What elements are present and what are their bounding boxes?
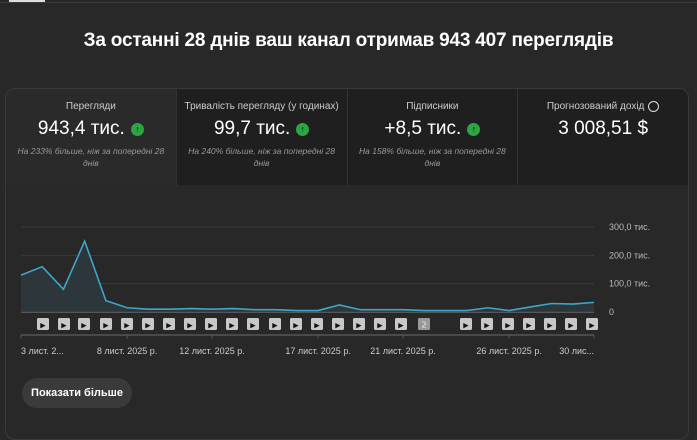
x-tick-label: 26 лист. 2025 р. [476,346,541,356]
play-icon: ▶ [526,322,532,330]
play-icon: ▶ [589,322,595,330]
x-tick-label: 3 лист. 2... [21,346,64,356]
play-icon: ▶ [398,322,404,330]
play-icon: ▶ [335,322,341,330]
play-icon: ▶ [568,322,574,330]
video-marker-count: 2 [421,321,426,330]
y-tick-label: 200,0 тис. [609,250,650,260]
y-tick-label: 0 [609,307,614,317]
play-icon: ▶ [81,322,87,330]
x-tick-label: 30 лис... [559,346,594,356]
play-icon: ▶ [272,322,278,330]
y-tick-label: 300,0 тис. [609,222,650,232]
play-icon: ▶ [356,322,362,330]
series-line [21,241,594,310]
play-icon: ▶ [166,322,172,330]
play-icon: ▶ [124,322,130,330]
play-icon: ▶ [61,322,67,330]
x-tick-label: 17 лист. 2025 р. [285,346,350,356]
x-tick-label: 12 лист. 2025 р. [179,346,244,356]
play-icon: ▶ [208,322,214,330]
show-more-button[interactable]: Показати більше [22,378,132,408]
play-icon: ▶ [505,322,511,330]
play-icon: ▶ [484,322,490,330]
play-icon: ▶ [40,322,46,330]
x-tick-label: 8 лист. 2025 р. [97,346,157,356]
play-icon: ▶ [314,322,320,330]
play-icon: ▶ [229,322,235,330]
play-icon: ▶ [463,322,469,330]
play-icon: ▶ [547,322,553,330]
y-tick-label: 100,0 тис. [609,279,650,289]
play-icon: ▶ [103,322,109,330]
play-icon: ▶ [250,322,256,330]
play-icon: ▶ [145,322,151,330]
play-icon: ▶ [293,322,299,330]
play-icon: ▶ [377,322,383,330]
play-icon: ▶ [187,322,193,330]
x-tick-label: 21 лист. 2025 р. [370,346,435,356]
